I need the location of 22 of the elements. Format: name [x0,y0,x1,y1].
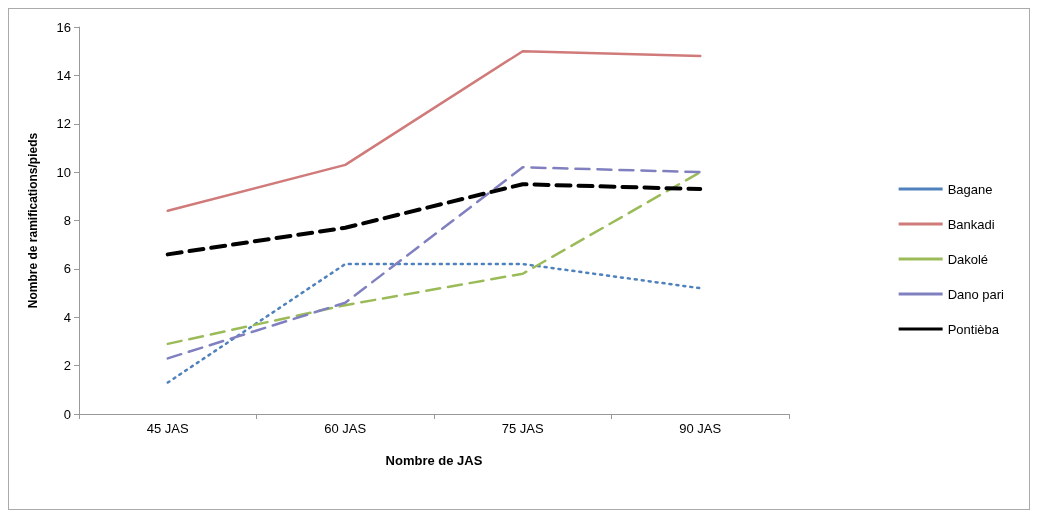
x-tick-label: 75 JAS [501,421,545,436]
x-tick-label: 90 JAS [679,421,722,436]
y-tick-label: 10 [56,164,71,180]
y-tick-label: 12 [56,116,71,132]
x-tick-label: 45 JAS [146,421,190,436]
y-tick-label: 8 [63,213,71,228]
line-series [165,182,703,257]
legend-label: Bagane [947,181,993,197]
y-tick-label: 16 [56,19,71,35]
y-tick-label: 0 [63,406,71,422]
y-tick-label: 14 [56,67,71,83]
legend-label: Bankadi [947,216,995,232]
y-tick-label: 2 [63,358,71,374]
legend-label: Dakolé [947,251,989,267]
legend-label: Dano pari [947,286,1005,302]
y-axis-title: Nombre de ramifications/pieds [26,132,40,309]
x-axis-title: Nombre de JAS [385,453,483,468]
legend-label: Pontièba [947,321,1000,337]
line-series [166,49,702,213]
y-tick-label: 6 [63,261,71,277]
x-tick-label: 60 JAS [324,421,367,436]
y-tick-label: 4 [63,309,71,325]
